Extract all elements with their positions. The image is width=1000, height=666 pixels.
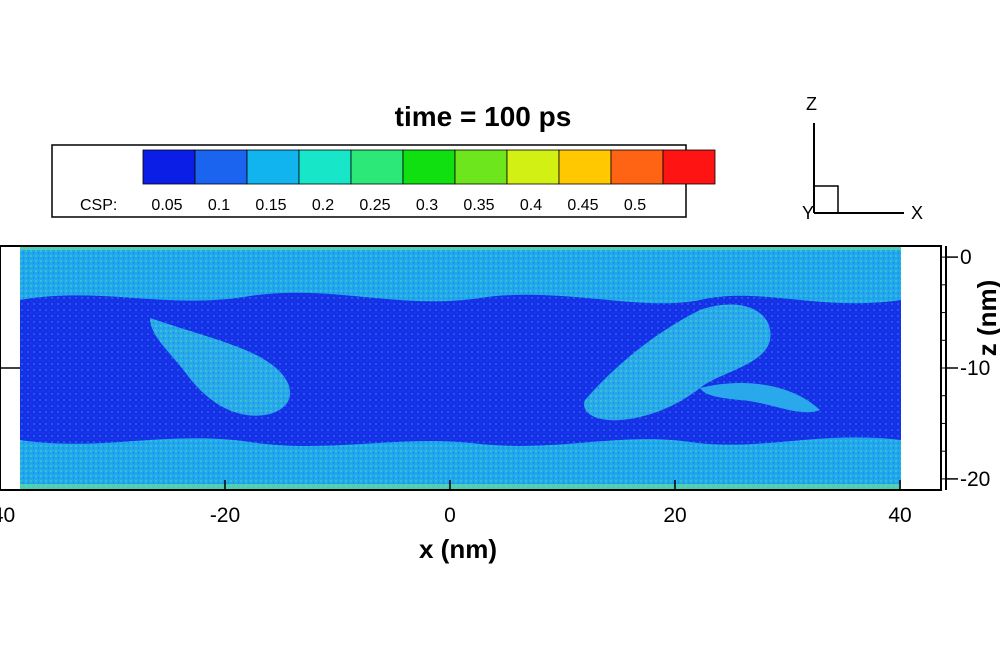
x-tick-label: -20 (210, 504, 240, 527)
legend-tick-label: 0.1 (208, 197, 230, 214)
legend-swatch-4 (350, 149, 404, 185)
field-bottom-edge (20, 484, 901, 490)
triad-y-label: Y (802, 203, 814, 223)
x-axis: -40 -20 0 20 40 (0, 480, 912, 527)
legend-swatch-9 (610, 149, 664, 185)
legend-swatch-5 (402, 149, 456, 185)
field-top-edge (20, 246, 901, 250)
y-axis-label: z (nm) (972, 280, 1000, 357)
legend-swatch-2 (246, 149, 300, 185)
chart-title: time = 100 ps (395, 101, 572, 132)
x-tick-label: -40 (0, 504, 15, 527)
triad-x-label: X (911, 203, 923, 223)
axis-triad: Z X Y (802, 94, 923, 223)
legend-tick-label: 0.05 (151, 197, 182, 214)
legend-tick-label: 0.35 (463, 197, 494, 214)
triad-z-label: Z (806, 94, 817, 114)
legend: CSP: 0.05 0.1 0.15 0.2 0.25 0.3 0.35 0.4 0.45 0.5 (51, 144, 716, 218)
legend-swatch-3 (298, 149, 352, 185)
x-tick-label: 40 (888, 504, 911, 527)
field-left-lobe-texture (150, 318, 291, 416)
legend-tick-label: 0.3 (416, 197, 438, 214)
legend-tick-label: 0.45 (567, 197, 598, 214)
y-tick-label: -10 (960, 357, 990, 380)
x-axis-label: x (nm) (419, 534, 497, 564)
legend-swatch-7 (506, 149, 560, 185)
heatmap-field (20, 246, 901, 490)
legend-swatch-0 (142, 149, 196, 185)
y-tick-label: -20 (960, 468, 990, 491)
legend-tick-label: 0.25 (359, 197, 390, 214)
x-tick-label: 20 (663, 504, 686, 527)
legend-tick-label: 0.2 (312, 197, 334, 214)
legend-tick-label: 0.15 (255, 197, 286, 214)
legend-label: CSP: (80, 197, 117, 214)
y-tick-label: 0 (960, 246, 972, 269)
x-tick-label: 0 (444, 504, 456, 527)
legend-swatch-10 (662, 149, 716, 185)
legend-swatch-1 (194, 149, 248, 185)
field-top-band-texture (20, 246, 901, 304)
field-right-lobe-tail (700, 383, 820, 413)
legend-swatch-6 (454, 149, 508, 185)
legend-tick-label: 0.5 (624, 197, 646, 214)
field-right-lobe-texture (584, 304, 771, 421)
y-axis: 0 -10 -20 (940, 246, 990, 491)
legend-swatch-8 (558, 149, 612, 185)
field-bottom-band-texture (20, 437, 901, 490)
legend-tick-label: 0.4 (520, 197, 542, 214)
